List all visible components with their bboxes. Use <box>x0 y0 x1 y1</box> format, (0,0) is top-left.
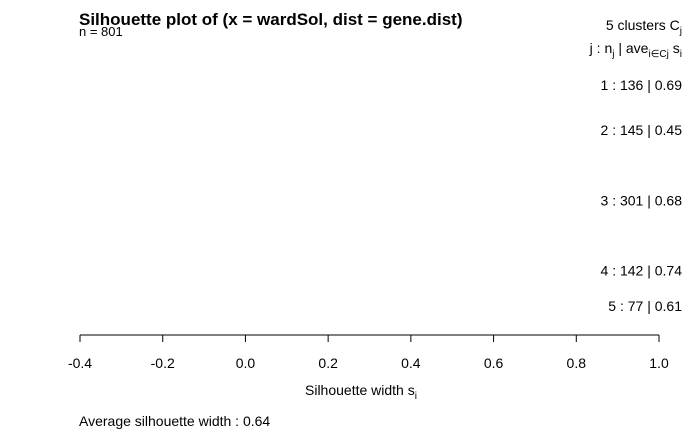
x-axis-label-text: Silhouette width s <box>305 382 415 398</box>
x-tick-label: 0.0 <box>236 355 256 371</box>
cluster-label-5: 5 : 77 | 0.61 <box>608 298 682 314</box>
cluster-label-3: 3 : 301 | 0.68 <box>601 193 683 209</box>
columns-header-s: s <box>669 40 680 56</box>
average-silhouette-width: Average silhouette width : 0.64 <box>79 413 271 429</box>
columns-header-j-sub: j <box>611 49 614 60</box>
x-axis-label: Silhouette width si <box>305 381 417 406</box>
x-tick-label: -0.2 <box>151 355 175 371</box>
cluster-label-4: 4 : 142 | 0.74 <box>601 263 683 279</box>
x-axis: -0.4 -0.2 0.0 0.2 0.4 0.6 0.8 1.0 <box>68 334 669 371</box>
columns-header-ave: | ave <box>614 40 648 56</box>
x-tick-label: 0.2 <box>318 355 338 371</box>
clusters-header: 5 clusters Cj <box>606 17 682 37</box>
x-tick-label: 1.0 <box>649 355 669 371</box>
x-tick-label: 0.4 <box>401 355 421 371</box>
cluster-label-1: 1 : 136 | 0.69 <box>601 77 683 93</box>
x-axis-label-subscript: i <box>414 390 417 402</box>
columns-header-s-sub: i <box>680 49 682 60</box>
x-tick-label: 0.8 <box>567 355 587 371</box>
cluster-label-2: 2 : 145 | 0.45 <box>601 122 683 138</box>
cluster-labels: 5 clusters Cjj : nj | avei∈Cj si1 : 136 … <box>589 17 683 314</box>
n-label: n = 801 <box>79 24 123 39</box>
columns-header: j : nj | avei∈Cj si <box>589 40 682 60</box>
columns-header-ave-sub: i∈Cj <box>648 49 668 60</box>
plot-title: Silhouette plot of (x = wardSol, dist = … <box>79 10 463 29</box>
x-tick-label: -0.4 <box>68 355 92 371</box>
columns-header-j: j : n <box>589 40 613 56</box>
clusters-header-sub: j <box>679 26 682 37</box>
x-tick-label: 0.6 <box>484 355 504 371</box>
